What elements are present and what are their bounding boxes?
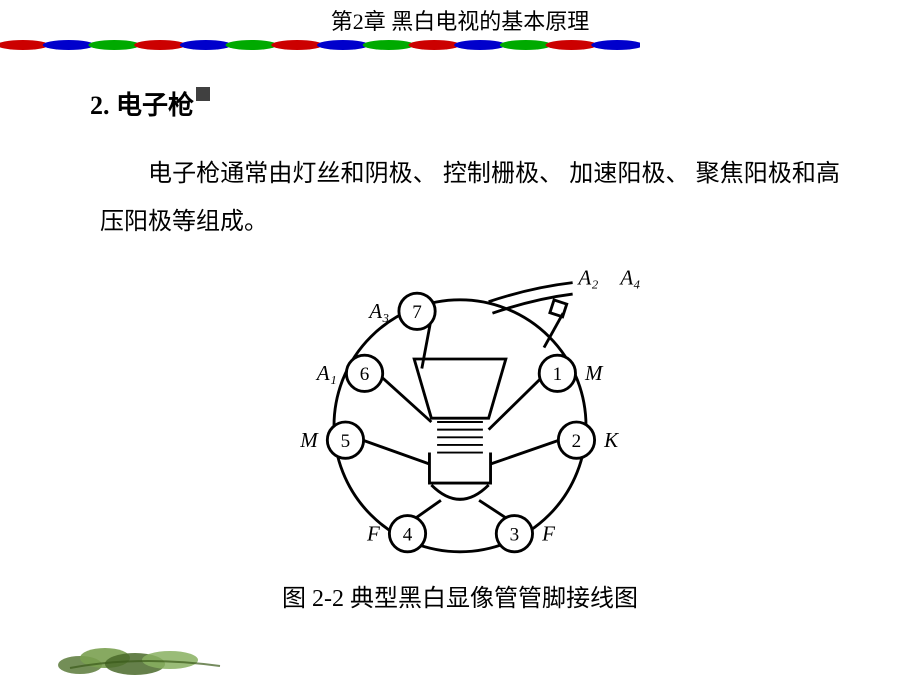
chapter-header: 第2章 黑白电视的基本原理 xyxy=(0,0,920,36)
svg-text:3: 3 xyxy=(510,524,520,545)
figure-caption: 图 2-2 典型黑白显像管管脚接线图 xyxy=(0,578,920,613)
svg-text:M: M xyxy=(299,428,319,452)
section-title: 2. 电子枪 xyxy=(90,85,920,122)
svg-text:6: 6 xyxy=(360,364,370,385)
body-paragraph: 电子枪通常由灯丝和阴极、 控制栅极、 加速阳极、 聚焦阳极和高压阳极等组成。 xyxy=(100,150,840,246)
leaf-decoration-icon xyxy=(50,620,230,680)
pin-diagram: A₂A₄1M2K3F4F5M6A₁7A₃ xyxy=(250,254,670,574)
svg-text:5: 5 xyxy=(341,431,351,452)
svg-text:A₄: A₄ xyxy=(618,266,640,290)
svg-text:A₃: A₃ xyxy=(367,299,389,323)
svg-text:A₁: A₁ xyxy=(315,361,337,385)
rainbow-divider xyxy=(0,40,640,50)
svg-text:F: F xyxy=(366,521,380,545)
svg-text:A₂: A₂ xyxy=(576,266,598,290)
svg-text:F: F xyxy=(541,521,555,545)
section-number: 2. xyxy=(90,91,110,120)
svg-text:7: 7 xyxy=(412,302,422,323)
section-title-text: 电子枪 xyxy=(116,91,194,120)
svg-text:K: K xyxy=(603,428,619,452)
svg-text:M: M xyxy=(584,361,604,385)
svg-text:4: 4 xyxy=(403,524,413,545)
section-marker-icon xyxy=(196,87,210,101)
svg-text:1: 1 xyxy=(553,364,563,385)
svg-text:2: 2 xyxy=(572,431,582,452)
